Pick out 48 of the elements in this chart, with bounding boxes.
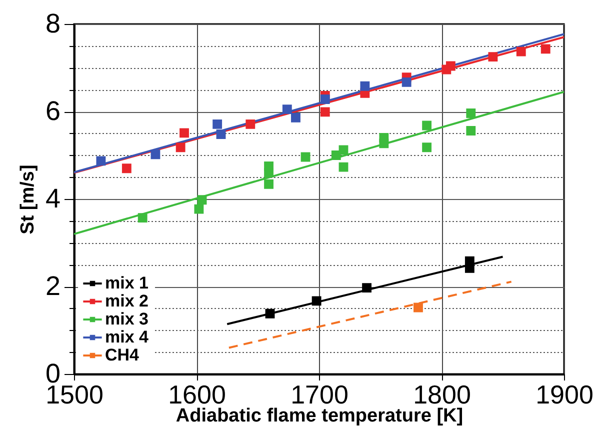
point (122, 164, 132, 174)
point (194, 204, 204, 214)
y-axis-title: St [m/s] (17, 164, 38, 234)
point (422, 142, 432, 152)
point (540, 44, 550, 54)
point (320, 94, 330, 104)
point (150, 150, 160, 160)
point (312, 296, 322, 306)
point (197, 195, 207, 205)
point (138, 213, 148, 223)
point (212, 119, 222, 129)
y-tick-label: 6 (45, 96, 60, 126)
point (338, 162, 348, 172)
legend-label: mix 4 (105, 328, 150, 346)
point (216, 130, 226, 139)
point (338, 145, 348, 155)
point (264, 179, 274, 189)
point (180, 128, 189, 138)
x-tick-label: 1900 (536, 380, 594, 410)
point (264, 168, 274, 178)
point (176, 142, 186, 152)
y-tick-label: 2 (45, 271, 60, 301)
point (414, 302, 423, 312)
point (331, 150, 341, 160)
point (362, 283, 372, 293)
y-tick-label: 4 (45, 184, 60, 214)
point (422, 120, 432, 130)
point (246, 119, 256, 129)
legend-label: mix 1 (105, 274, 148, 292)
point (291, 112, 300, 122)
point (96, 156, 106, 166)
point (466, 126, 476, 136)
legend-label: mix 3 (105, 310, 148, 328)
point (402, 77, 412, 87)
point (488, 52, 498, 62)
point (265, 308, 275, 318)
point (464, 263, 474, 273)
point (300, 152, 310, 162)
y-tick-label: 8 (45, 8, 60, 38)
point (360, 81, 370, 91)
legend-label: CH4 (105, 346, 140, 364)
point (379, 138, 389, 148)
point (516, 46, 526, 56)
point (282, 104, 292, 114)
point (466, 108, 476, 118)
point (320, 107, 330, 117)
legend-label: mix 2 (105, 292, 148, 310)
point (446, 61, 456, 71)
